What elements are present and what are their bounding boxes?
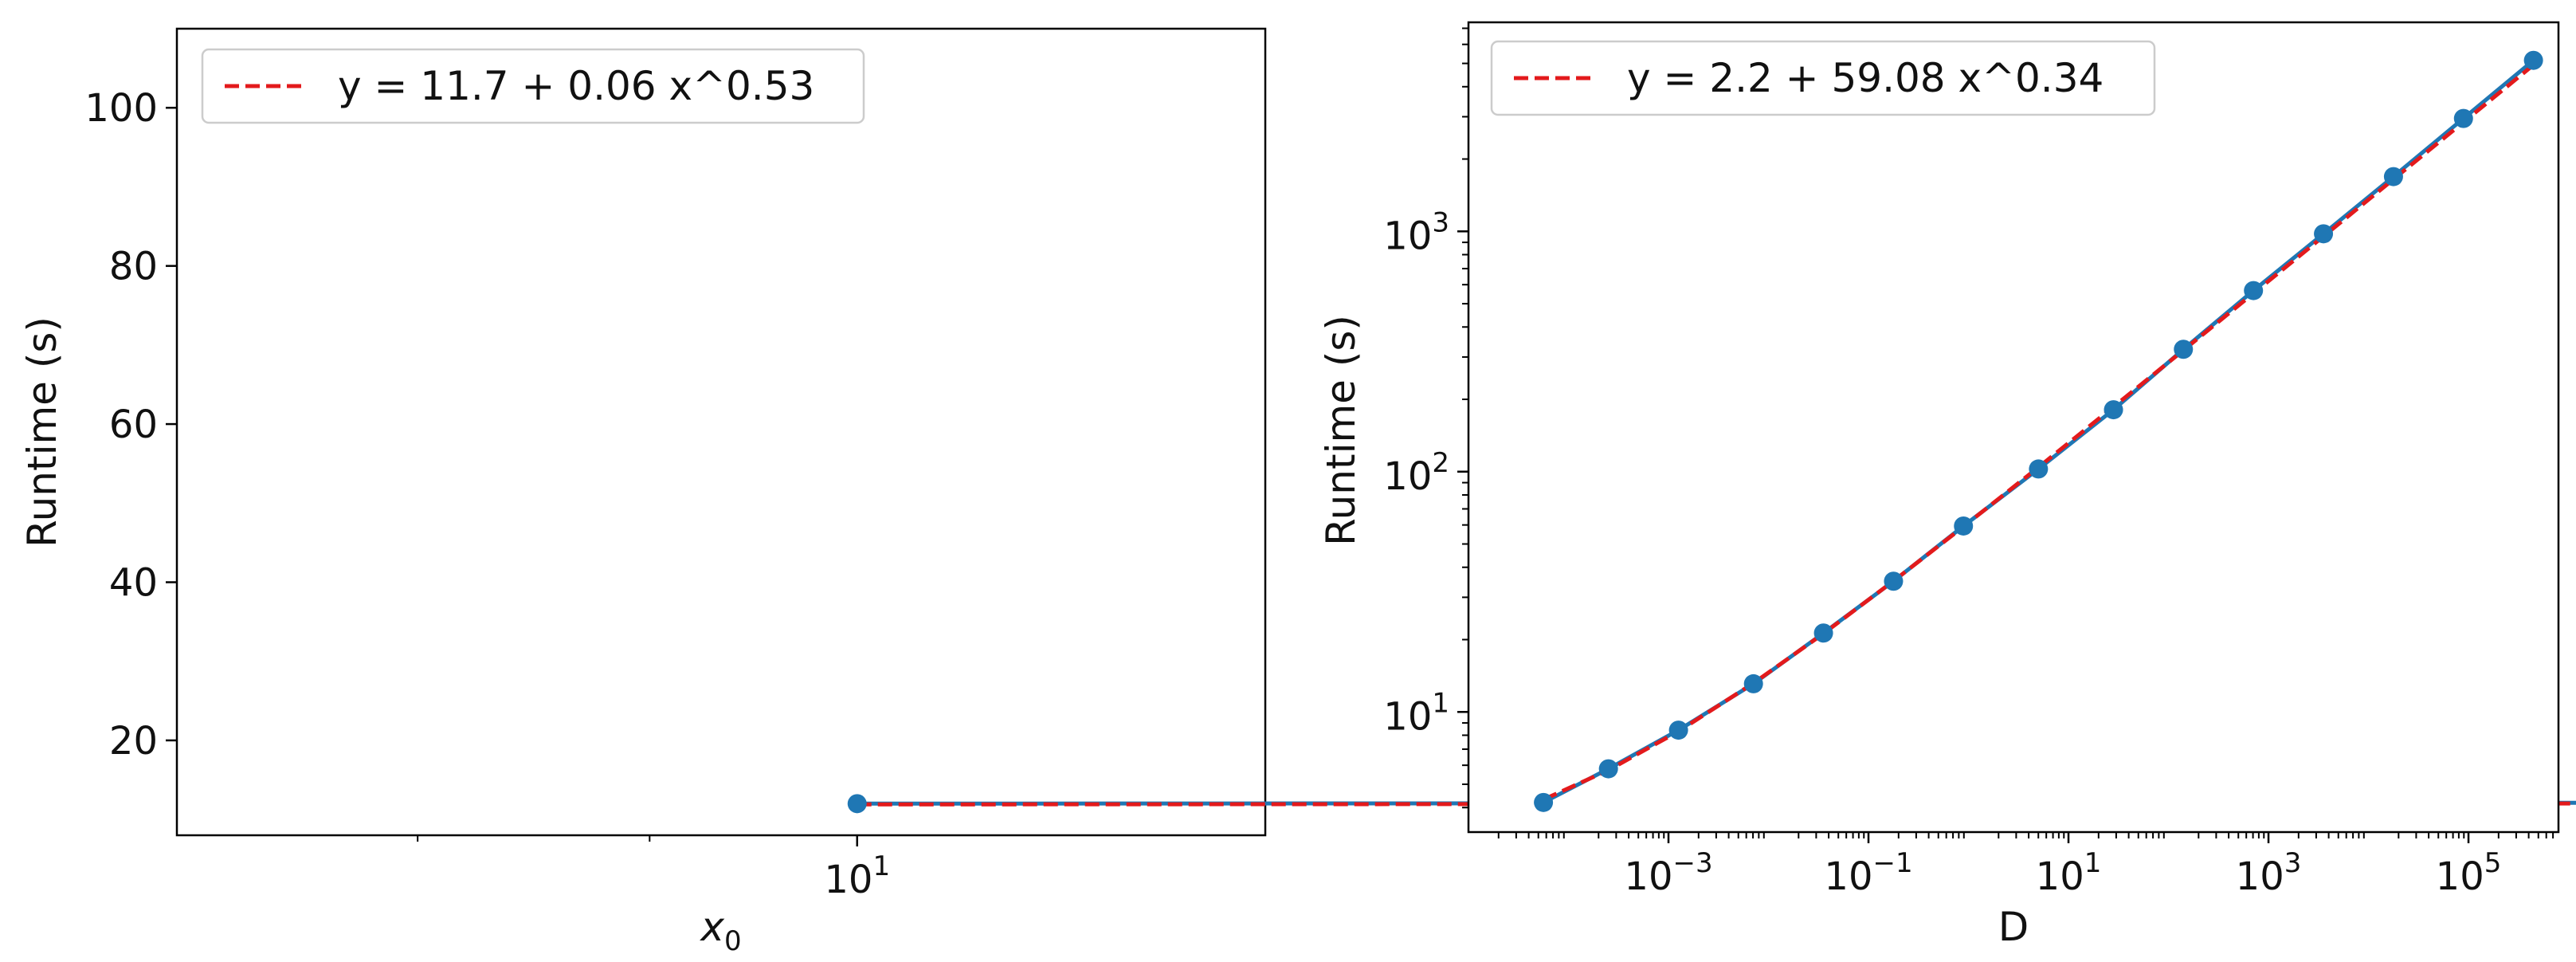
- runtime-vs-x0-chart: 10110210310410510620406080100 y = 11.7 +…: [19, 27, 2576, 957]
- right-y-tick-label: 101: [1383, 687, 1449, 739]
- right-data-point: [1598, 759, 1618, 779]
- right-y-axis-label: Runtime (s): [1318, 315, 1364, 546]
- left-legend-label: y = 11.7 + 0.06 x^0.53: [338, 63, 814, 109]
- right-data-point: [1954, 516, 1974, 536]
- right-x-tick-label-exponent: 3: [2284, 847, 2302, 879]
- right-legend: y = 2.2 + 59.08 x^0.34: [1490, 40, 2156, 116]
- right-y-tick-label-exponent: 3: [1432, 206, 1449, 238]
- right-x-tick-label-exponent: 5: [2484, 847, 2502, 879]
- right-x-tick-label: 103: [2236, 847, 2302, 899]
- right-data-point: [2104, 400, 2123, 420]
- right-data-point: [2029, 459, 2049, 479]
- right-data-point: [2383, 167, 2403, 187]
- left-x-axis-label: x0: [699, 904, 741, 957]
- right-x-tick-label: 10−3: [1624, 847, 1712, 899]
- left-x-axis-label-subscript: 0: [724, 925, 742, 957]
- right-plot-area: [1467, 21, 2560, 834]
- right-y-tick-label-exponent: 1: [1432, 687, 1449, 719]
- right-data-point: [2244, 281, 2264, 300]
- right-x-tick-label-exponent: −3: [1672, 847, 1712, 879]
- left-y-tick-label: 20: [109, 719, 158, 764]
- right-data-point: [1743, 673, 1763, 693]
- right-data-point: [2453, 108, 2473, 128]
- right-x-tick-label-base: 10: [2036, 854, 2084, 899]
- right-plot-marks: [1534, 50, 2543, 812]
- right-legend-label: y = 2.2 + 59.08 x^0.34: [1627, 55, 2104, 101]
- left-x-tick-label: 101: [824, 850, 890, 902]
- right-data-point: [1884, 571, 1904, 591]
- right-x-axis-label: D: [1998, 904, 2029, 950]
- right-x-tick-label-base: 10: [2436, 854, 2484, 899]
- right-legend-box: [1490, 40, 2156, 116]
- left-x-tick-label-base: 10: [824, 858, 872, 902]
- right-y-tick-label-exponent: 2: [1432, 447, 1449, 479]
- left-y-tick-label: 80: [109, 245, 158, 289]
- right-x-tick-label-exponent: −1: [1872, 847, 1912, 879]
- right-data-point: [1534, 792, 1554, 812]
- left-plot-area: [175, 27, 1267, 837]
- right-y-tick-label-base: 10: [1383, 214, 1432, 258]
- left-y-axis-label: Runtime (s): [19, 316, 65, 548]
- left-y-tick-label: 40: [109, 561, 158, 606]
- right-y-tick-label: 102: [1383, 447, 1449, 499]
- left-y-tick-label: 60: [109, 402, 158, 447]
- right-x-tick-label-exponent: 1: [2084, 847, 2102, 879]
- left-legend-box: [201, 48, 865, 124]
- right-x-tick-label: 105: [2436, 847, 2502, 899]
- right-x-tick-label: 101: [2036, 847, 2102, 899]
- right-x-tick-label: 10−1: [1824, 847, 1912, 899]
- left-x-axis-label-main: x: [699, 904, 724, 950]
- left-x-tick-label-exponent: 1: [872, 850, 890, 882]
- right-y-tick-label-base: 10: [1383, 694, 1432, 739]
- right-y-tick-label-base: 10: [1383, 454, 1432, 499]
- right-data-point: [2314, 224, 2334, 244]
- right-fit-line: [1543, 63, 2535, 802]
- right-data-point: [2174, 340, 2194, 359]
- right-y-tick-label: 103: [1383, 206, 1449, 258]
- left-legend: y = 11.7 + 0.06 x^0.53: [201, 48, 865, 124]
- right-data-point: [2523, 50, 2543, 70]
- left-axis-ticks: 10110210310410510620406080100: [84, 86, 890, 902]
- left-y-tick-label: 100: [84, 86, 158, 131]
- right-data-point: [1813, 623, 1833, 643]
- right-x-tick-label-base: 10: [1824, 854, 1872, 899]
- right-data-point: [1668, 721, 1688, 740]
- left-data-point: [847, 794, 867, 814]
- right-x-tick-label-base: 10: [1624, 854, 1672, 899]
- right-x-tick-label-base: 10: [2236, 854, 2284, 899]
